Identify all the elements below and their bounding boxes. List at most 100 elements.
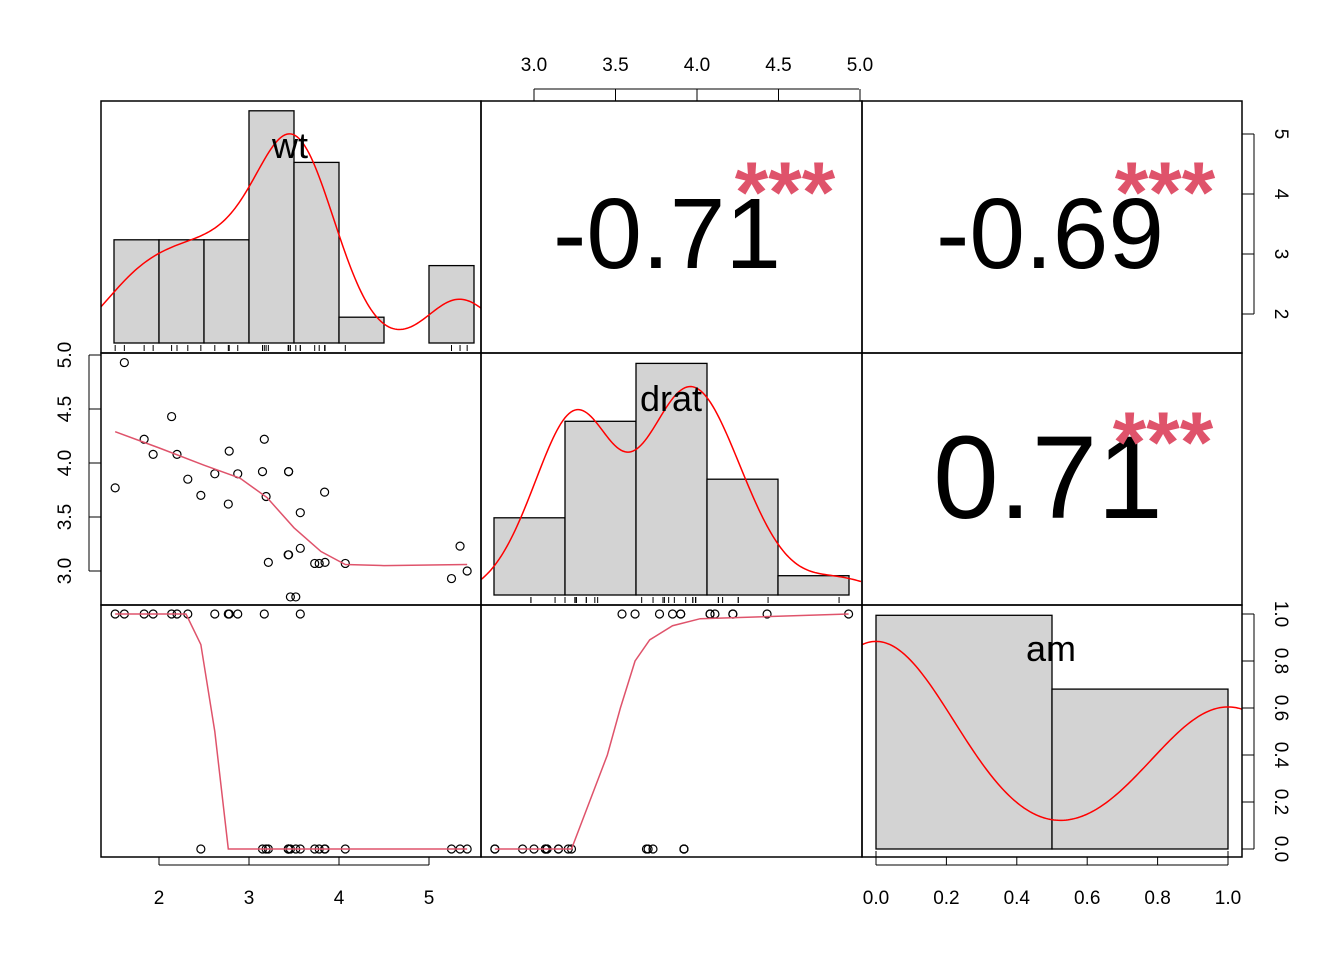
- scatter-point-wt-drat: [261, 491, 271, 502]
- x-axis-tick-label-am: 0.2: [933, 888, 959, 909]
- y-axis-tick-label-am: 0.4: [1270, 742, 1291, 769]
- scatter-point-wt-drat: [320, 557, 330, 567]
- scatter-point-wt-am: [233, 609, 243, 619]
- scatter-point-wt-drat: [196, 490, 206, 500]
- x-axis-tick-label-am: 0.0: [863, 888, 889, 909]
- scatter-point-drat-am: [710, 609, 720, 619]
- x-axis-tick-label-wt: 5: [424, 888, 435, 909]
- y-axis-tick-label-wt: 2: [1270, 309, 1291, 320]
- scatter-point-wt-drat: [455, 541, 465, 551]
- smooth-line-wt-am: [115, 613, 468, 850]
- scatter-point-wt-drat: [285, 592, 295, 602]
- histogram-bar-am: [1051, 688, 1229, 850]
- correlation-value: -0.71: [553, 178, 781, 290]
- scatter-point-drat-am: [654, 609, 665, 619]
- y-axis-tick-label-drat: 4.5: [55, 396, 76, 422]
- scatter-point-wt-drat: [340, 558, 350, 569]
- scatter-point-wt-drat: [210, 469, 220, 479]
- scatter-point-wt-drat: [310, 558, 320, 569]
- y-axis-tick-label-am: 0.2: [1270, 789, 1291, 815]
- scatter-point-wt-drat: [295, 508, 305, 518]
- significance-stars: ***: [1115, 145, 1216, 241]
- smooth-line-drat-am: [494, 613, 849, 850]
- scatter-point-drat-am: [643, 844, 653, 854]
- x-axis-tick-label-am: 0.8: [1144, 888, 1170, 909]
- y-axis-tick-label-drat: 3.0: [55, 558, 76, 584]
- scatter-point-wt-am: [210, 609, 220, 619]
- scatter-point-wt-drat: [224, 446, 234, 456]
- scatter-point-wt-drat: [223, 499, 233, 509]
- y-axis-tick-label-am: 0.0: [1270, 836, 1291, 862]
- scatter-point-wt-am: [196, 844, 206, 854]
- y-axis-tick-label-wt: 4: [1270, 189, 1291, 200]
- histogram-bar-wt: [203, 239, 250, 344]
- histogram-bar-wt: [158, 239, 205, 344]
- variable-label-am: am: [1026, 628, 1076, 669]
- scatter-point-wt-drat: [110, 483, 120, 493]
- smooth-line-wt-drat: [114, 430, 468, 567]
- y-axis-tick-label-wt: 5: [1270, 129, 1291, 140]
- panel-border: [861, 604, 1243, 858]
- y-axis-tick-label-drat: 5.0: [55, 342, 76, 368]
- scatter-point-drat-am: [679, 844, 689, 854]
- histogram-bar-drat: [493, 517, 566, 596]
- top-axis-tick-label-drat: 4.5: [765, 55, 791, 76]
- histogram-bar-drat: [564, 420, 637, 596]
- significance-stars: ***: [1113, 395, 1214, 491]
- density-curve-drat: [480, 385, 862, 583]
- top-axis-tick-label-drat: 3.5: [602, 55, 628, 76]
- top-axis-tick-label-drat: 4.0: [684, 55, 710, 76]
- significance-stars: ***: [735, 145, 836, 241]
- correlation-value: -0.69: [936, 178, 1164, 290]
- histogram-bar-wt: [113, 239, 160, 344]
- variable-label-drat: drat: [640, 378, 702, 419]
- scatter-point-drat-am: [630, 609, 640, 619]
- scatter-point-wt-drat: [295, 543, 305, 553]
- histogram-bar-wt: [293, 161, 340, 344]
- scatter-point-wt-am: [259, 609, 269, 619]
- y-axis-tick-label-drat: 4.0: [55, 450, 76, 476]
- scatter-point-wt-drat: [119, 357, 129, 368]
- scatter-point-wt-drat: [259, 434, 269, 444]
- panel-border: [100, 604, 482, 858]
- x-axis-tick-label-am: 0.4: [1004, 888, 1031, 909]
- y-axis-tick-label-drat: 3.5: [55, 504, 76, 530]
- x-axis-tick-label-am: 0.6: [1074, 888, 1100, 909]
- density-curve-am: [861, 640, 1243, 822]
- variable-label-wt: wt: [271, 125, 308, 166]
- panel-border: [100, 352, 482, 606]
- scatter-point-drat-am: [667, 609, 678, 619]
- y-axis-tick-label-am: 1.0: [1270, 601, 1291, 627]
- top-axis-tick-label-drat: 5.0: [847, 55, 873, 76]
- scatter-point-wt-drat: [283, 550, 293, 560]
- scatter-point-wt-am: [295, 609, 305, 619]
- scatter-point-drat-am: [648, 844, 658, 854]
- y-axis-tick-label-am: 0.8: [1270, 648, 1291, 674]
- scatter-point-wt-drat: [462, 566, 472, 576]
- scatter-point-wt-drat: [263, 557, 273, 567]
- top-axis-tick-label-drat: 3.0: [521, 55, 547, 76]
- x-axis-tick-label-am: 1.0: [1215, 888, 1241, 909]
- panel-border: [480, 604, 863, 858]
- scatter-point-wt-drat: [314, 558, 324, 569]
- density-curve-wt: [100, 133, 482, 331]
- scatter-point-drat-am: [676, 609, 686, 619]
- scatter-point-drat-am: [728, 609, 738, 619]
- scatter-point-wt-am: [224, 609, 234, 619]
- scatter-point-wt-drat: [291, 592, 301, 602]
- y-axis-tick-label-am: 0.6: [1270, 695, 1291, 721]
- scatter-point-wt-drat: [139, 434, 149, 444]
- scatter-point-wt-drat: [446, 573, 457, 584]
- histogram-bar-wt: [338, 316, 385, 344]
- scatter-point-wt-drat: [257, 467, 268, 477]
- scatter-point-drat-am: [617, 609, 627, 619]
- scatter-point-wt-drat: [284, 467, 294, 477]
- scatter-point-wt-drat: [183, 474, 193, 484]
- scatter-point-drat-am: [762, 609, 772, 619]
- scatter-point-wt-drat: [172, 449, 182, 459]
- scatter-point-wt-drat: [320, 487, 330, 497]
- histogram-bar-drat: [777, 575, 850, 596]
- scatter-point-wt-drat: [167, 411, 177, 422]
- x-axis-tick-label-wt: 4: [334, 888, 345, 909]
